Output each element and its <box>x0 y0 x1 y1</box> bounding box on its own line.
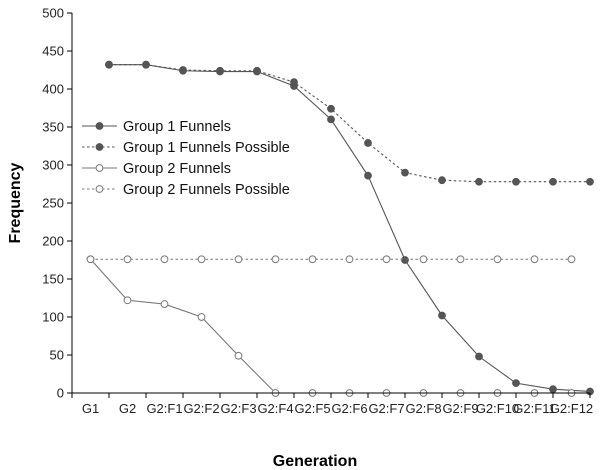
y-tick-label: 0 <box>57 386 64 401</box>
x-tick-label: G2:F9 <box>442 401 478 416</box>
legend-swatch-marker <box>95 164 104 172</box>
series-4-point <box>530 255 539 264</box>
y-tick-label: 300 <box>42 158 64 173</box>
series-3-point <box>160 300 169 308</box>
series-line-3 <box>90 258 572 394</box>
series-2-point <box>475 177 483 186</box>
series-4-point <box>123 255 132 264</box>
series-4-point <box>308 255 317 264</box>
x-tick-label: G2:F5 <box>294 401 330 416</box>
x-tick-label: G2:F2 <box>183 401 219 416</box>
legend-swatch-marker <box>95 122 104 130</box>
series-4-point <box>382 255 391 264</box>
series-2-point <box>364 139 372 147</box>
series-4-point <box>197 255 206 264</box>
series-2-point <box>512 177 520 186</box>
series-2-point <box>253 66 261 75</box>
legend-label: Group 2 Funnels Possible <box>123 182 290 198</box>
series-2-point <box>142 60 150 69</box>
series-2-point <box>216 66 224 75</box>
series-1-point <box>438 311 446 320</box>
x-tick-label: G2:F11 <box>513 401 555 416</box>
series-line-1 <box>109 64 591 393</box>
series-4-point <box>493 255 502 264</box>
y-tick-label: 250 <box>42 196 64 211</box>
legend-label: Group 1 Funnels <box>123 119 231 135</box>
x-tick-label: G2 <box>119 401 136 416</box>
series-2-point <box>105 60 113 69</box>
series-3-point <box>234 351 243 360</box>
series-4-point <box>271 255 280 264</box>
series-4-point <box>456 255 465 264</box>
x-tick-label: G2:F12 <box>550 401 593 416</box>
series-2-point <box>401 168 409 177</box>
series-1-point <box>364 171 372 180</box>
series-2-point <box>179 66 187 74</box>
series-3-point <box>123 296 132 305</box>
series-1-point <box>475 352 483 361</box>
series-4-point <box>567 255 576 264</box>
y-tick-label: 350 <box>42 120 64 135</box>
x-tick-label: G2:F10 <box>476 401 519 416</box>
x-tick-label: G2:F6 <box>331 401 367 416</box>
series-2-point <box>290 78 298 87</box>
x-tick-label: G1 <box>82 401 99 416</box>
plot-area <box>86 60 594 397</box>
x-tick-label: G2:F8 <box>405 401 441 416</box>
series-4-point <box>86 255 95 264</box>
legend-label: Group 1 Funnels Possible <box>123 140 290 156</box>
series-2-point <box>327 104 335 113</box>
series-1-point <box>401 256 409 264</box>
x-tick-label: G2:F3 <box>220 401 256 416</box>
series-4-point <box>419 255 428 264</box>
x-tick-label: G2:F4 <box>257 401 293 416</box>
series-4-point <box>345 255 354 264</box>
series-4-point <box>234 255 243 264</box>
legend: Group 1 Funnels Group 1 Funnels Possible G… <box>82 119 290 198</box>
y-tick-label: 500 <box>42 6 64 21</box>
series-1-point <box>327 115 335 124</box>
legend-swatch-marker <box>95 185 104 193</box>
x-tick-label: G2:F1 <box>146 401 182 416</box>
series-line-2 <box>109 64 590 183</box>
series-2-point <box>586 177 594 186</box>
y-tick-label: 150 <box>42 272 64 287</box>
y-tick-label: 400 <box>42 82 64 97</box>
series-2-point <box>549 177 557 186</box>
y-tick-label: 50 <box>50 348 64 363</box>
y-tick-label: 200 <box>42 234 64 249</box>
legend-label: Group 2 Funnels <box>123 161 231 177</box>
series-4-point <box>160 255 169 264</box>
series-1-point <box>549 385 557 394</box>
legend-swatch-marker <box>95 143 104 151</box>
series-1-point <box>512 379 520 388</box>
series-2-point <box>438 176 446 185</box>
x-axis-title: Generation <box>273 453 357 470</box>
y-tick-label: 100 <box>42 310 64 325</box>
series-3-point <box>197 313 206 321</box>
y-tick-label: 450 <box>42 44 64 59</box>
x-tick-label: G2:F7 <box>368 401 404 416</box>
y-axis-title: Frequency <box>7 162 24 243</box>
